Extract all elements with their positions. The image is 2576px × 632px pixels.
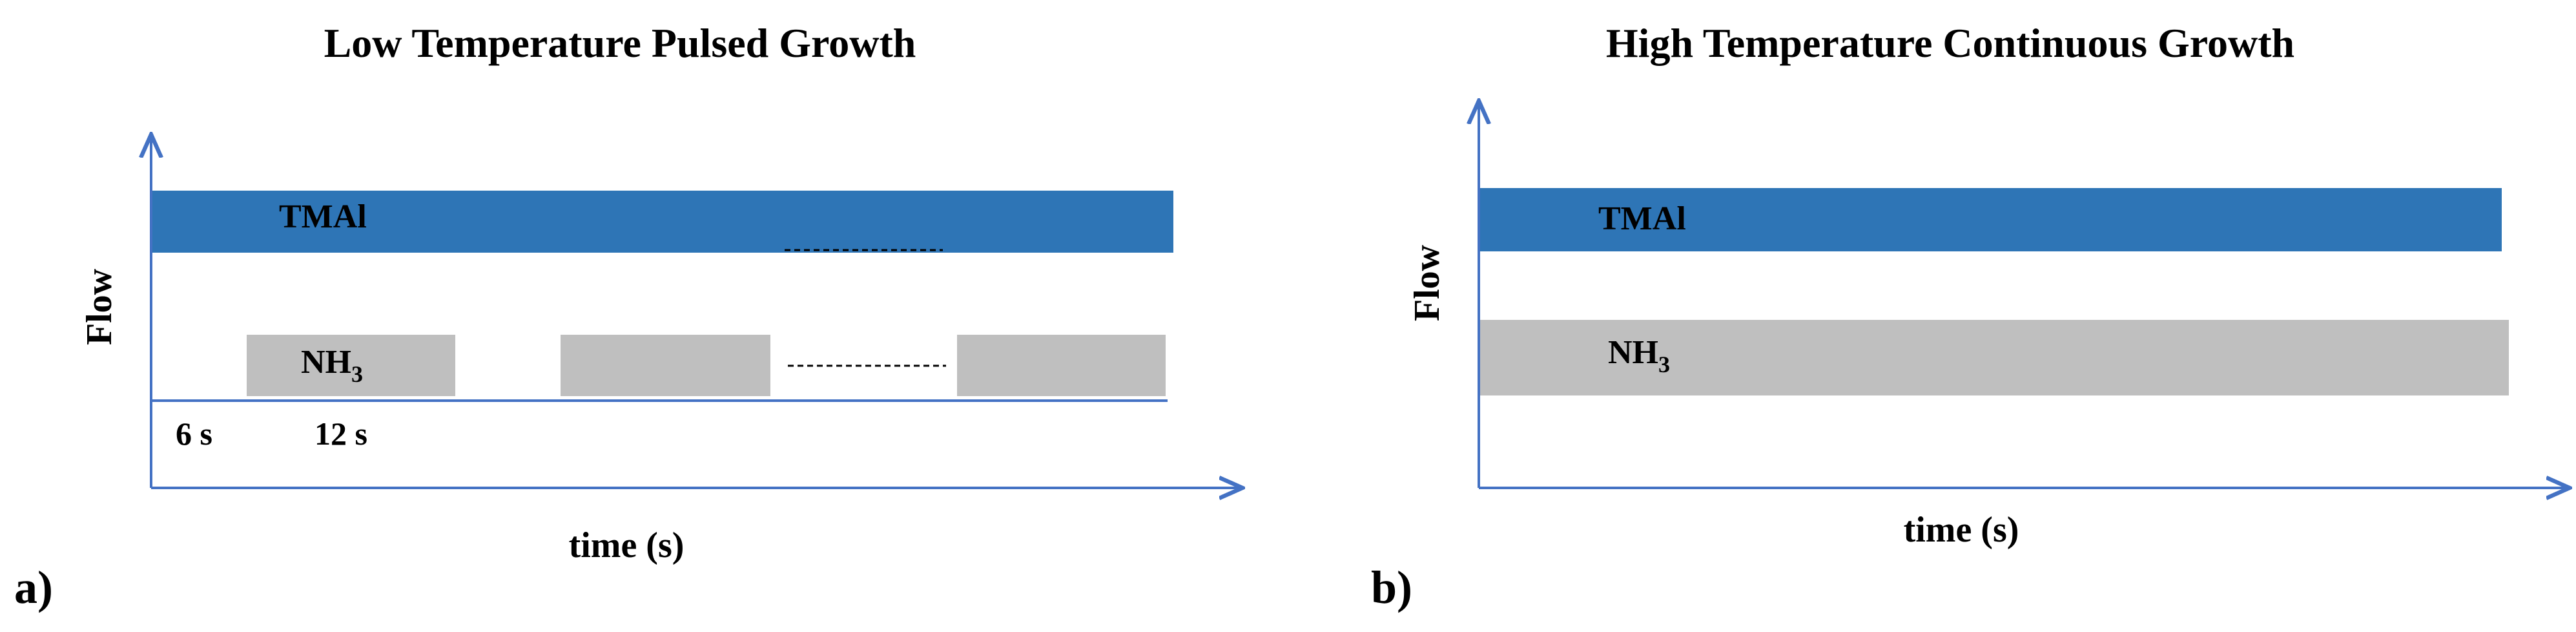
panel-b-y-axis-label: Flow [1407, 244, 1447, 321]
panel-a-x-axis-label: time (s) [569, 525, 685, 565]
panel-a-nh3-pulse-1 [247, 335, 455, 396]
panel-a-time-mark-6s: 6 s [176, 416, 212, 452]
panel-a-tmal-bar [150, 191, 1173, 253]
panel-a-nh3-pulse-3 [957, 335, 1166, 396]
panel-b-title: High Temperature Continuous Growth [1606, 20, 2294, 66]
panel-a-label: a) [14, 562, 53, 613]
panel-a-tmal-label: TMAl [279, 198, 367, 235]
panel-a: Low Temperature Pulsed Growth TMAl NH3 6… [14, 20, 1240, 613]
panel-b-nh3-label: NH3 [1608, 334, 1670, 377]
panel-a-time-mark-12s: 12 s [314, 416, 367, 452]
panel-a-title: Low Temperature Pulsed Growth [324, 20, 916, 66]
panel-b: High Temperature Continuous Growth TMAl … [1371, 20, 2567, 613]
panel-b-nh3-bar [1479, 320, 2509, 395]
panel-b-label: b) [1371, 562, 1412, 613]
panel-b-x-axis-label: time (s) [1904, 510, 2019, 550]
panel-a-y-axis-label: Flow [79, 268, 119, 345]
panel-b-tmal-label: TMAl [1598, 200, 1686, 237]
panel-a-nh3-pulse-2 [561, 335, 770, 396]
panel-a-nh3-label: NH3 [301, 344, 363, 387]
panel-b-tmal-bar [1479, 188, 2502, 251]
